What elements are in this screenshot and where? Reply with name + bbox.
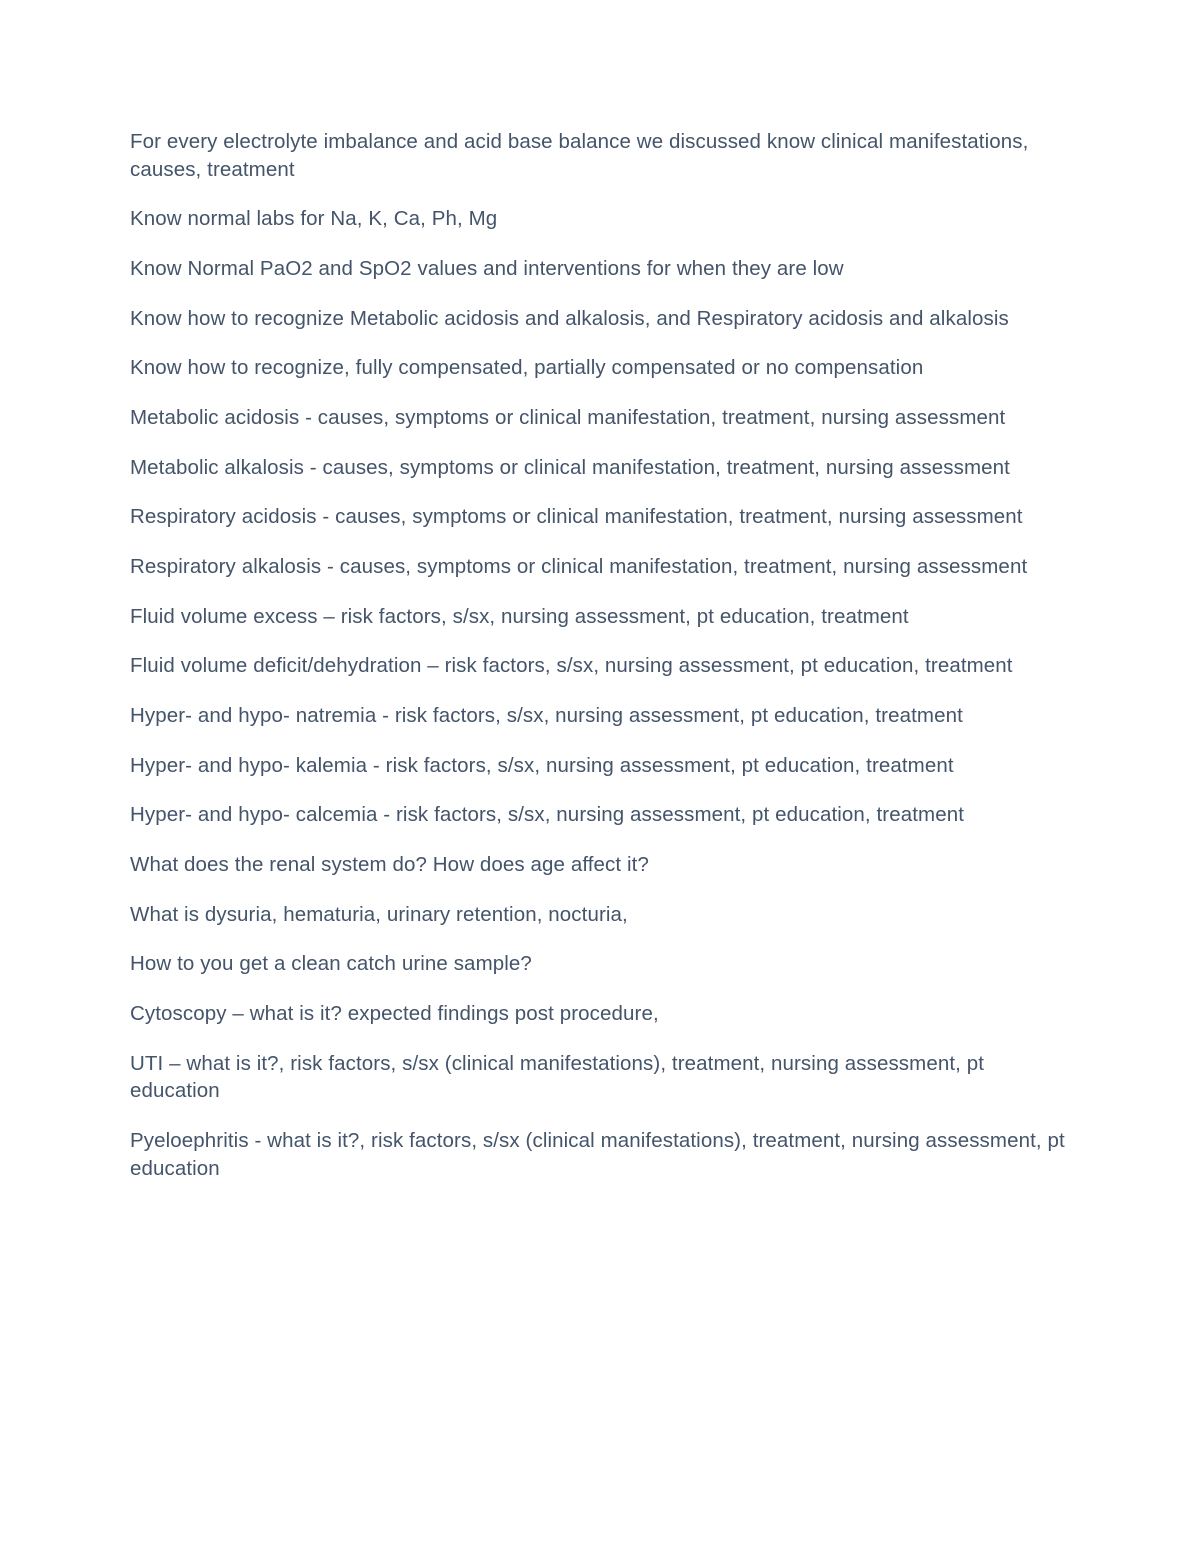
- study-topic-paragraph: For every electrolyte imbalance and acid…: [130, 128, 1070, 183]
- study-topic-paragraph: Know how to recognize, fully compensated…: [130, 354, 1070, 382]
- study-topic-paragraph: Hyper- and hypo- natremia - risk factors…: [130, 702, 1070, 730]
- study-topic-paragraph: Cytoscopy – what is it? expected finding…: [130, 1000, 1070, 1028]
- study-topic-paragraph: What is dysuria, hematuria, urinary rete…: [130, 901, 1070, 929]
- study-topic-paragraph: Fluid volume deficit/dehydration – risk …: [130, 652, 1070, 680]
- study-topic-paragraph: Metabolic acidosis - causes, symptoms or…: [130, 404, 1070, 432]
- study-topic-paragraph: Know how to recognize Metabolic acidosis…: [130, 305, 1070, 333]
- study-topic-paragraph: How to you get a clean catch urine sampl…: [130, 950, 1070, 978]
- document-content: For every electrolyte imbalance and acid…: [130, 128, 1070, 1182]
- study-topic-paragraph: Fluid volume excess – risk factors, s/sx…: [130, 603, 1070, 631]
- study-topic-paragraph: Metabolic alkalosis - causes, symptoms o…: [130, 454, 1070, 482]
- study-topic-paragraph: UTI – what is it?, risk factors, s/sx (c…: [130, 1050, 1070, 1105]
- study-topic-paragraph: Know normal labs for Na, K, Ca, Ph, Mg: [130, 205, 1070, 233]
- study-topic-paragraph: Hyper- and hypo- kalemia - risk factors,…: [130, 752, 1070, 780]
- study-topic-paragraph: Pyeloephritis - what is it?, risk factor…: [130, 1127, 1070, 1182]
- study-topic-paragraph: What does the renal system do? How does …: [130, 851, 1070, 879]
- study-topic-paragraph: Know Normal PaO2 and SpO2 values and int…: [130, 255, 1070, 283]
- study-topic-paragraph: Respiratory acidosis - causes, symptoms …: [130, 503, 1070, 531]
- study-topic-paragraph: Hyper- and hypo- calcemia - risk factors…: [130, 801, 1070, 829]
- study-topic-paragraph: Respiratory alkalosis - causes, symptoms…: [130, 553, 1070, 581]
